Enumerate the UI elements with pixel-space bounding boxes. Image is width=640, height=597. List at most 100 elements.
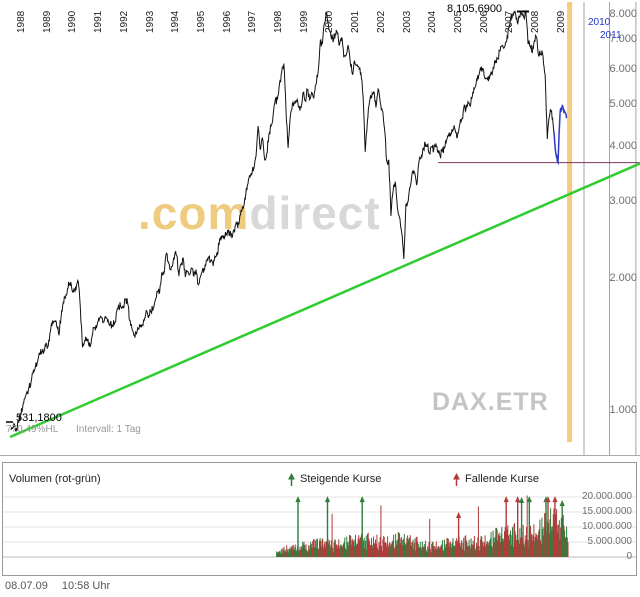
volume-bar — [456, 542, 458, 557]
volume-bar — [322, 538, 324, 557]
volume-bar — [347, 542, 348, 557]
volume-bar — [289, 547, 291, 557]
volume-bar — [413, 543, 415, 557]
volume-bar — [373, 536, 374, 557]
volume-bar — [430, 552, 432, 557]
volume-bar — [490, 532, 492, 557]
volume-bar — [439, 547, 441, 557]
volume-bar — [371, 544, 373, 557]
volume-bar — [381, 545, 382, 557]
volume-bar — [339, 548, 340, 557]
volume-bar — [332, 547, 334, 557]
volume-bar — [485, 546, 487, 557]
y-axis-price-label: 8.000 — [609, 8, 637, 20]
volume-bar — [413, 549, 415, 557]
x-axis-year-label: 1989 — [41, 10, 53, 33]
volume-bar — [381, 550, 383, 557]
volume-bar — [506, 529, 508, 557]
volume-bar — [488, 542, 490, 557]
footer-time: 10:58 Uhr — [61, 580, 111, 592]
volume-bar — [299, 546, 301, 557]
x-axis-year-label: 1990 — [67, 10, 79, 33]
volume-spike-arrowhead — [515, 496, 521, 503]
volume-bar — [411, 545, 413, 557]
rising-volume-legend-label: Steigende Kurse — [300, 473, 382, 486]
volume-bar — [421, 549, 423, 557]
volume-bar — [540, 543, 542, 557]
volume-bar — [416, 536, 418, 557]
volume-bar — [544, 513, 546, 557]
volume-bar — [491, 545, 493, 557]
volume-bar — [345, 548, 346, 557]
volume-bar — [336, 544, 338, 557]
x-axis-year-label: 1995 — [195, 10, 207, 33]
volume-bar — [301, 548, 303, 557]
y-axis-price-label: 5.000 — [609, 98, 637, 110]
volume-bar — [453, 547, 455, 557]
range-percent-label: 770,49%HL — [6, 424, 59, 435]
volume-bar — [433, 546, 435, 557]
volume-spike-arrowhead — [503, 496, 509, 503]
volume-bar — [371, 538, 372, 557]
volume-bar — [339, 546, 341, 557]
volume-bar — [469, 548, 471, 557]
volume-bar — [494, 542, 495, 557]
volume-bar — [394, 549, 396, 557]
volume-bar — [386, 543, 388, 557]
volume-bar — [484, 542, 485, 557]
volume-bar — [318, 549, 320, 557]
volume-bar — [466, 542, 468, 557]
volume-bar — [493, 538, 495, 557]
volume-bar — [537, 535, 539, 557]
volume-spike-arrowhead — [545, 496, 551, 503]
volume-bar — [481, 536, 483, 557]
volume-bar — [522, 538, 523, 557]
footer-timestamp: 08.07.09 10:58 Uhr — [5, 580, 110, 592]
volume-axis-label: 20.000.000 — [581, 491, 632, 502]
volume-bar — [288, 552, 290, 557]
volume-bar — [410, 542, 412, 557]
volume-bar — [504, 531, 505, 557]
volume-bar — [564, 537, 566, 557]
volume-bar — [385, 546, 387, 557]
comdirect-watermark-com: .com — [138, 187, 250, 239]
volume-bar — [382, 539, 384, 557]
volume-bar — [513, 524, 515, 557]
volume-bar — [325, 541, 327, 557]
volume-bar — [465, 535, 467, 557]
volume-bar — [484, 535, 486, 557]
volume-bar — [312, 541, 314, 557]
volume-bar — [391, 543, 393, 557]
comdirect-watermark: .comdirect — [138, 186, 381, 240]
volume-bar — [372, 547, 374, 557]
volume-bar — [395, 533, 397, 557]
volume-bar — [409, 535, 411, 557]
future-year-label: 2011 — [600, 30, 622, 41]
volume-bar — [337, 545, 339, 557]
volume-bar — [496, 528, 497, 557]
volume-bar — [312, 539, 314, 557]
volume-bar — [441, 540, 443, 557]
volume-bar — [409, 537, 411, 557]
volume-bar — [349, 535, 351, 557]
volume-bar — [341, 547, 343, 557]
volume-bar — [565, 537, 567, 557]
volume-bar — [419, 547, 421, 557]
volume-bar — [535, 533, 537, 557]
volume-bar — [429, 548, 431, 557]
volume-bar — [557, 532, 559, 557]
volume-bar — [292, 544, 294, 557]
volume-bar — [446, 538, 448, 557]
volume-bar — [524, 547, 525, 557]
y-axis-price-label: 6.000 — [609, 63, 637, 75]
volume-bar — [427, 548, 429, 557]
volume-bar — [377, 550, 379, 557]
volume-bar — [365, 541, 366, 557]
volume-bar — [439, 548, 441, 557]
y-axis-price-label: 1.000 — [609, 404, 637, 416]
volume-bar — [558, 524, 560, 557]
volume-title: Volumen (rot-grün) — [9, 473, 101, 485]
volume-bar — [512, 527, 513, 557]
volume-bar — [360, 536, 362, 557]
